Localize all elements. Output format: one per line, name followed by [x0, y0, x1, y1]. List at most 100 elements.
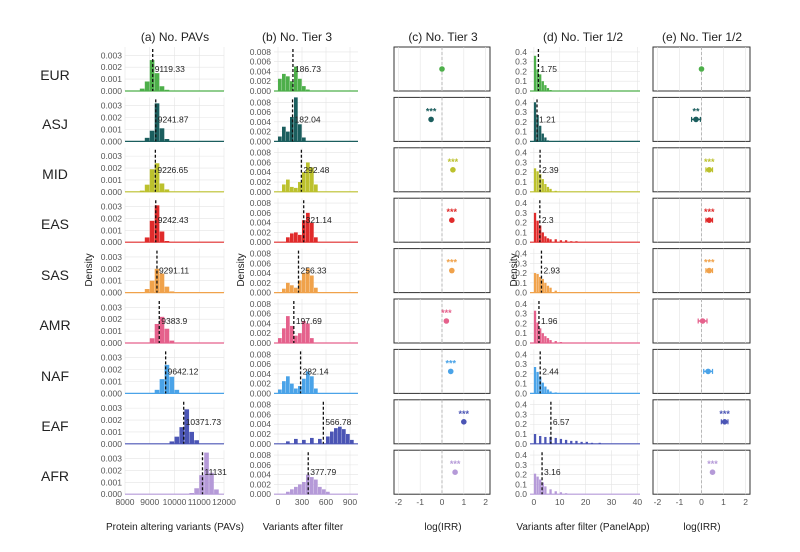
histogram-bar	[326, 491, 330, 495]
row-label-asj: ASJ	[42, 116, 68, 132]
histogram-bar	[154, 103, 160, 142]
histogram-bar	[564, 439, 568, 444]
x-tick-label: 0	[699, 497, 704, 507]
histogram-bar	[310, 477, 314, 495]
histogram-bar	[290, 186, 294, 192]
histogram-bar	[533, 212, 537, 243]
histogram-bar	[169, 340, 175, 343]
y-tick-label: 0.001	[101, 377, 123, 387]
panel-a-ylabel: Density	[84, 253, 95, 286]
histogram-bar	[546, 238, 550, 243]
irr-estimate-point	[449, 267, 455, 274]
histogram-bar	[536, 171, 539, 192]
median-label: 9119.33	[155, 64, 185, 74]
facet-3-eaf: 0.00.10.20.30.4 6.57	[515, 400, 640, 449]
facet-4-asj: **	[652, 96, 751, 142]
y-tick-label: 0.006	[250, 309, 272, 319]
y-tick-label: 0.1	[515, 429, 527, 439]
y-tick-label: 0.004	[250, 167, 272, 177]
y-tick-label: 0.000	[101, 338, 123, 348]
histogram-bar	[544, 137, 547, 142]
facet-0-mid: 0.000 0.001 0.002 0.003 9226.65	[101, 147, 225, 197]
y-tick-label: 0.2	[515, 218, 527, 228]
y-tick-label: 0.004	[250, 470, 272, 480]
x-tick-label: 30	[607, 497, 617, 507]
y-tick-label: 0.0	[515, 439, 527, 449]
facet-3-naf: 0.00.10.20.30.4 2.44	[515, 349, 640, 398]
histogram-bar	[570, 440, 573, 444]
significance-stars: ***	[447, 207, 458, 217]
y-tick-label: 0.002	[101, 213, 123, 223]
histogram-bar	[306, 212, 310, 243]
facet-0-asj: 0.0000.001 0.002 0.003 9241.87	[101, 97, 225, 146]
irr-estimate-point	[693, 116, 699, 123]
y-tick-label: 0.3	[515, 107, 527, 117]
y-tick-label: 0.1	[515, 227, 527, 237]
y-tick-label: 0.001	[101, 427, 123, 437]
y-tick-label: 0.002	[101, 415, 123, 425]
histogram-bar	[314, 388, 318, 394]
y-tick-label: 0.2	[515, 167, 527, 177]
x-tick-label: 2	[483, 497, 488, 507]
histogram-bar	[164, 364, 170, 394]
histogram-bar	[302, 86, 306, 91]
facet-4-mid: ***	[652, 147, 751, 193]
histogram-bar	[546, 186, 550, 192]
histogram-bar	[554, 341, 557, 343]
y-tick-label: 0.4	[515, 248, 527, 258]
x-tick-label: 8000	[116, 497, 135, 507]
y-tick-label: 0.003	[101, 403, 123, 413]
y-tick-label: 0.2	[515, 268, 527, 278]
histogram-bar	[549, 188, 552, 192]
histogram-bar	[298, 333, 302, 343]
histogram-bar	[338, 426, 342, 444]
row-label-eaf: EAF	[41, 418, 68, 434]
histogram-bar	[282, 381, 286, 394]
histogram-bar	[544, 236, 547, 243]
panel-d-ylabel: Density	[509, 253, 520, 286]
histogram-bar	[544, 85, 547, 91]
histogram-bar	[209, 472, 214, 495]
histogram-bar	[278, 389, 282, 394]
irr-estimate-point	[706, 267, 713, 274]
significance-stars: ***	[448, 157, 459, 167]
histogram-bar	[539, 174, 542, 192]
significance-stars: ***	[704, 207, 715, 217]
histogram-bar	[302, 481, 306, 495]
histogram-bar	[306, 89, 310, 91]
facet-4-afr: ***	[652, 449, 751, 495]
histogram-bar	[290, 233, 294, 243]
irr-estimate-point	[705, 368, 711, 375]
y-tick-label: 0.004	[250, 268, 272, 278]
y-tick-label: 0.001	[101, 326, 123, 336]
histogram-bar	[554, 437, 557, 444]
histogram-bar	[533, 102, 537, 142]
histogram-bar	[144, 137, 150, 142]
histogram-bar	[342, 429, 346, 444]
histogram-bar	[294, 335, 298, 343]
significance-stars: ***	[450, 459, 461, 469]
panel-a-xlabel: Protein altering variants (PAVs)	[106, 522, 244, 533]
median-label: 9383.9	[161, 316, 187, 326]
histogram-bar	[575, 440, 578, 444]
y-tick-label: 0.3	[515, 359, 527, 369]
y-tick-label: 0.003	[101, 50, 123, 60]
histogram-bar	[149, 338, 155, 343]
histogram-bar	[326, 436, 330, 444]
facet-3-eur: 0.00.10.20.30.4 1.75	[515, 47, 640, 96]
histogram-bar	[544, 436, 547, 444]
histogram-bar	[549, 391, 552, 394]
histogram-bar	[282, 126, 286, 142]
panel-e-xlabel: log(IRR)	[683, 522, 720, 533]
x-tick-label: 9000	[140, 497, 159, 507]
irr-estimate-point	[450, 167, 456, 173]
histogram-bar	[189, 431, 194, 444]
y-tick-label: 0.008	[250, 450, 272, 460]
y-tick-label: 0.000	[250, 237, 272, 247]
y-tick-label: 0.0	[515, 388, 527, 398]
histogram-bar	[139, 88, 145, 91]
row-label-mid: MID	[42, 166, 68, 182]
median-label: 1.21	[539, 114, 556, 124]
